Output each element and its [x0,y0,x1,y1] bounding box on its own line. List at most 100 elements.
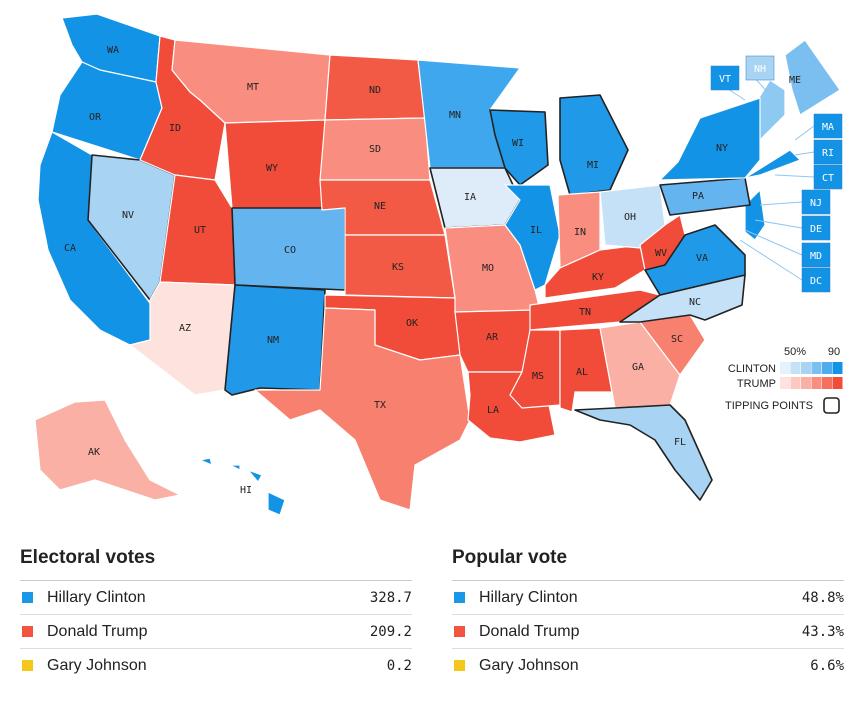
popular-row-clinton: Hillary Clinton 48.8% [452,581,844,615]
legend-clinton-swatch [811,362,822,374]
johnson-swatch [22,660,33,671]
state-tx[interactable] [254,307,471,511]
state-label-mi: MI [587,160,599,171]
legend-clinton-swatch [780,362,790,374]
state-box-ri[interactable] [813,139,843,165]
state-label-me: ME [789,75,801,86]
state-box-label-nh: NH [754,64,766,75]
electoral-row-johnson: Gary Johnson 0.2 [20,649,412,682]
legend-trump-swatch [801,377,811,389]
state-label-mo: MO [482,263,494,274]
electoral-value: 0.2 [386,657,412,674]
state-box-vt[interactable] [710,65,740,91]
candidate-name: Gary Johnson [47,656,147,674]
state-label-in: IN [574,227,586,238]
state-label-wi: WI [512,138,524,149]
legend-clinton-label: CLINTON [728,363,776,375]
leader-line [759,201,803,206]
state-nm[interactable] [224,284,326,396]
state-label-ky: KY [592,272,604,283]
state-box-nj[interactable] [801,189,831,215]
state-box-dc[interactable] [801,267,831,293]
state-box-de[interactable] [801,215,831,241]
state-label-ga: GA [632,362,644,373]
state-label-nc: NC [689,297,701,308]
electoral-votes-panel: Electoral votes Hillary Clinton 328.7 Do… [20,540,412,682]
state-ny[interactable] [659,97,761,181]
state-label-az: AZ [179,323,191,334]
state-label-ut: UT [194,225,206,236]
state-label-sc: SC [671,334,683,345]
popular-row-johnson: Gary Johnson 6.6% [452,649,844,682]
state-label-or: OR [89,112,102,123]
state-il[interactable] [504,184,561,291]
clinton-swatch [22,592,33,603]
electoral-votes-title: Electoral votes [20,540,412,581]
leader-line [754,219,803,229]
state-box-ma[interactable] [813,113,843,139]
legend-clinton-swatch [801,362,811,374]
legend-trump-swatch [822,377,832,389]
popular-value: 48.8% [801,589,844,606]
state-fl[interactable] [574,404,713,501]
state-label-fl: FL [674,437,686,448]
legend-trump-swatch [790,377,801,389]
state-label-nd: ND [369,85,381,96]
state-label-ar: AR [486,332,499,343]
state-label-id: ID [169,123,181,134]
state-label-mn: MN [449,110,461,121]
state-box-label-ct: CT [822,173,834,184]
candidate-name: Gary Johnson [479,656,579,674]
legend-scale-high: 90 [828,346,840,358]
state-box-label-md: MD [810,251,822,262]
state-label-wa: WA [107,45,119,56]
popular-value: 43.3% [801,623,844,640]
electoral-value: 328.7 [369,589,412,606]
state-label-sd: SD [369,144,381,155]
electoral-row-trump: Donald Trump 209.2 [20,615,412,649]
state-mi[interactable] [559,94,629,196]
legend-tipping-label: TIPPING POINTS [725,400,813,412]
legend-trump-label: TRUMP [737,378,776,390]
state-label-tx: TX [374,400,386,411]
legend-clinton-swatch [832,362,843,374]
leader-line [794,151,815,156]
state-me[interactable] [784,39,841,116]
state-box-label-de: DE [810,224,822,235]
trump-swatch [454,626,465,637]
us-election-map: WA OR CA NV ID MT WY UT AZ CO NM ND SD NE KS OK TX MN IA MO… [34,13,843,516]
state-label-ca: CA [64,243,76,254]
state-va[interactable] [644,224,746,296]
trump-swatch [22,626,33,637]
state-label-mt: MT [247,82,259,93]
popular-row-trump: Donald Trump 43.3% [452,615,844,649]
candidate-name: Donald Trump [479,622,580,640]
state-label-ia: IA [464,192,476,203]
state-box-md[interactable] [801,242,831,268]
state-hi[interactable] [199,457,286,516]
state-label-pa: PA [692,191,704,202]
candidate-name: Hillary Clinton [479,588,578,606]
legend-trump-swatch [832,377,843,389]
state-box-label-vt: VT [719,74,731,85]
legend-scale-low: 50% [784,346,806,358]
state-label-tn: TN [579,307,591,318]
state-label-al: AL [576,367,588,378]
state-box-label-dc: DC [810,276,822,287]
state-label-ny: NY [716,143,728,154]
state-pa[interactable] [659,177,751,216]
state-label-nm: NM [267,335,279,346]
map-legend: 50% 90 CLINTON TRUMP TIPPING POINTS [725,346,843,414]
state-ak[interactable] [34,399,181,501]
state-box-ct[interactable] [813,164,843,190]
legend-tipping-swatch [823,397,840,414]
state-label-wv: WV [655,248,667,259]
state-box-nh[interactable] [745,55,775,81]
state-label-il: IL [530,225,542,236]
legend-clinton-swatch [822,362,832,374]
candidate-name: Donald Trump [47,622,148,640]
state-label-ms: MS [532,371,544,382]
candidate-name: Hillary Clinton [47,588,146,606]
electoral-value: 209.2 [369,623,412,640]
state-label-va: VA [696,253,708,264]
